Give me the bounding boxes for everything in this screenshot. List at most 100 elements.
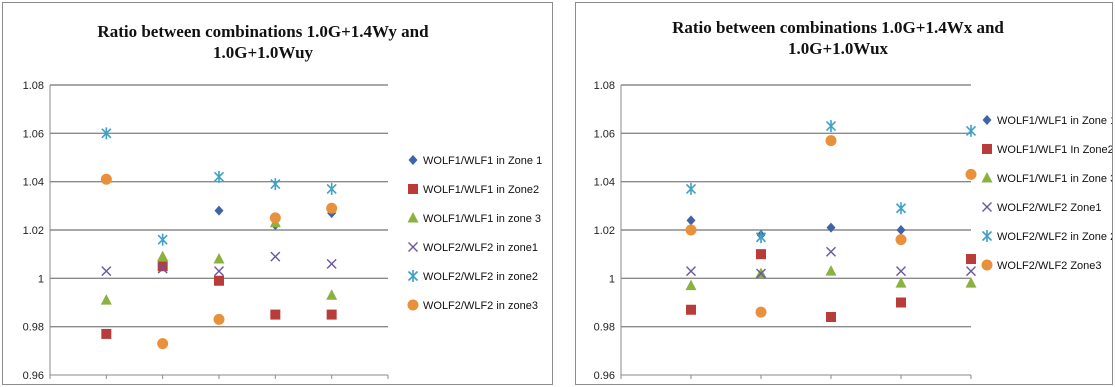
y-tick-label: 1.06 — [594, 128, 615, 140]
data-point-square — [270, 309, 281, 320]
legend-label: WOLF2/WLF2 Zone1 — [997, 202, 1102, 214]
series-wolf1-wlf1-in-zone2 — [101, 261, 337, 339]
legend-entry: WOLF2/WLF2 in Zone 2 — [981, 230, 1112, 243]
chart-panel-left: Ratio between combinations 1.0G+1.4Wy an… — [2, 2, 553, 385]
legend-marker-circle — [407, 299, 419, 311]
data-point-circle — [100, 173, 112, 185]
legend-marker-diamond — [982, 115, 992, 125]
data-point-circle — [965, 168, 977, 180]
legend-marker-x — [982, 202, 992, 212]
data-point-star — [213, 170, 225, 183]
y-tick-label: 1.06 — [23, 128, 44, 140]
legend-label: WOLF2/WLF2 in zone3 — [423, 300, 538, 312]
legend-label: WOLF1/WLF1 In Zone2 — [997, 144, 1112, 156]
chart-panel-right: Ratio between combinations 1.0G+1.4Wx an… — [575, 2, 1113, 385]
data-point-star — [755, 231, 767, 244]
data-point-star — [270, 178, 281, 191]
data-point-square — [966, 254, 976, 264]
chart-title-line: Ratio between combinations 1.0G+1.4Wx an… — [672, 18, 1004, 37]
legend-label: WOLF1/WLF1 in Zone 1 — [997, 115, 1112, 127]
data-point-x — [826, 246, 836, 257]
data-point-triangle — [326, 289, 338, 300]
legend-marker-circle — [981, 259, 993, 271]
data-point-x — [686, 266, 696, 277]
x-tick-label: 3 — [216, 383, 222, 384]
legend-entry: WOLF1/WLF1 in Zone 1 — [982, 115, 1112, 127]
data-point-circle — [326, 202, 338, 214]
data-point-square — [326, 309, 337, 320]
x-tick-label: 0 — [618, 383, 624, 384]
legend-label: WOLF2/WLF2 in Zone 2 — [997, 231, 1112, 243]
y-tick-label: 1.02 — [23, 225, 44, 237]
legend-label: WOLF2/WLF2 Zone3 — [997, 260, 1102, 272]
y-tick-label: 1.04 — [23, 177, 44, 189]
legend-label: WOLF2/WLF2 in zone1 — [423, 242, 538, 254]
data-point-triangle — [100, 294, 112, 305]
data-point-triangle — [685, 279, 697, 291]
series-wolf2-wlf2-in-zone-2 — [685, 120, 977, 244]
data-point-triangle — [825, 265, 837, 276]
y-tick-label: 1.08 — [594, 80, 615, 92]
legend-entry: WOLF1/WLF1 in Zone 3 — [981, 172, 1112, 185]
data-point-x — [326, 258, 337, 269]
data-point-triangle — [213, 253, 225, 264]
legend-entry: WOLF2/WLF2 Zone3 — [981, 259, 1102, 272]
data-point-x — [966, 266, 976, 277]
x-tick-label: 4 — [898, 383, 904, 384]
legend-marker-x — [408, 242, 418, 252]
data-point-star — [326, 182, 337, 195]
y-tick-label: 0.96 — [594, 370, 615, 382]
series-wolf2-wlf2-in-zone3 — [100, 173, 338, 350]
legend-marker-diamond — [408, 155, 418, 165]
x-tick-label: 2 — [758, 383, 764, 384]
x-tick-label: 5 — [329, 383, 335, 384]
data-point-star — [157, 233, 168, 246]
data-point-x — [896, 266, 906, 277]
legend-marker-star — [981, 230, 993, 242]
x-tick-label: 2 — [160, 383, 166, 384]
chart-title-line: 1.0G+1.0Wux — [788, 39, 889, 58]
data-point-x — [214, 266, 224, 277]
series-wolf2-wlf2-zone3 — [685, 135, 977, 318]
y-tick-label: 1.04 — [594, 177, 615, 189]
legend-label: WOLF2/WLF2 in zone2 — [423, 271, 538, 283]
x-tick-label: 1 — [688, 383, 694, 384]
data-point-circle — [213, 313, 225, 325]
legend-entry: WOLF2/WLF2 in zone1 — [408, 242, 538, 254]
data-point-circle — [895, 234, 907, 246]
data-point-star — [685, 182, 697, 195]
data-point-circle — [685, 224, 697, 236]
y-tick-label: 1 — [609, 273, 615, 285]
legend-entry: WOLF2/WLF2 Zone1 — [982, 202, 1102, 214]
legend-label: WOLF1/WLF1 in zone 3 — [423, 213, 541, 225]
data-point-x — [270, 251, 281, 262]
y-tick-label: 0.96 — [23, 370, 44, 382]
legend-entry: WOLF2/WLF2 in zone3 — [407, 299, 538, 312]
chart-title-line: Ratio between combinations 1.0G+1.4Wy an… — [97, 22, 429, 41]
data-point-diamond — [686, 215, 696, 226]
x-tick-label: 5 — [968, 383, 974, 384]
data-point-diamond — [214, 205, 224, 216]
y-tick-label: 0.98 — [23, 322, 44, 334]
x-tick-label: 1 — [103, 383, 109, 384]
data-point-triangle — [965, 277, 977, 288]
scatter-chart-wy: Ratio between combinations 1.0G+1.4Wy an… — [23, 22, 543, 384]
series-wolf2-wlf2-in-zone2 — [101, 127, 337, 246]
legend-marker-triangle — [407, 212, 419, 223]
data-point-star — [895, 202, 907, 215]
data-point-star — [825, 120, 837, 133]
legend-entry: WOLF2/WLF2 in zone2 — [407, 270, 538, 283]
legend-marker-square — [982, 144, 992, 154]
data-point-square — [826, 312, 836, 322]
series-wolf1-wlf1-in-zone-1 — [686, 215, 906, 240]
legend-entry: WOLF1/WLF1 in Zone 1 — [408, 155, 542, 167]
y-tick-label: 0.98 — [594, 322, 615, 334]
legend-marker-triangle — [981, 172, 993, 183]
x-tick-label: 6 — [385, 383, 391, 384]
legend-entry: WOLF1/WLF1 in Zone2 — [408, 184, 539, 196]
y-tick-label: 1.02 — [594, 225, 615, 237]
scatter-chart-wx: Ratio between combinations 1.0G+1.4Wx an… — [594, 18, 1112, 384]
data-point-star — [101, 127, 112, 140]
series-wolf1-wlf1-in-zone-3 — [685, 265, 977, 291]
data-point-circle — [755, 306, 767, 318]
